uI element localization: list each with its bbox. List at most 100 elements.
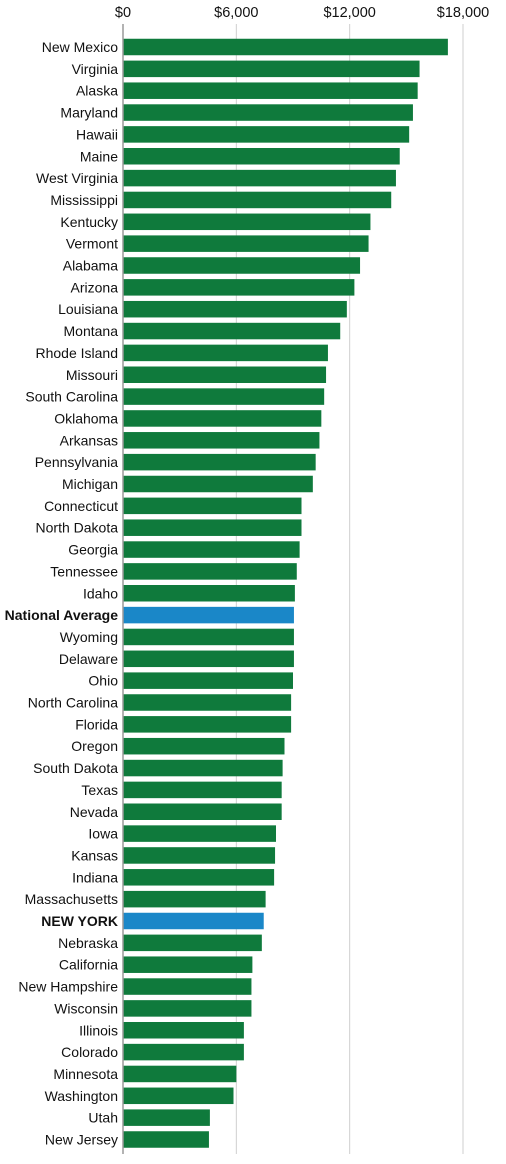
bar: [123, 628, 294, 646]
bar: [123, 1022, 244, 1039]
bar: [123, 869, 275, 886]
bar: [123, 803, 282, 820]
category-label: Wisconsin: [54, 1000, 118, 1016]
bar: [123, 169, 396, 187]
bar: [123, 497, 302, 515]
category-label: Maine: [80, 148, 118, 164]
category-label: Alabama: [63, 258, 118, 274]
category-label: Mississippi: [50, 192, 118, 208]
bar: [123, 563, 297, 580]
bar: [123, 82, 418, 99]
bar: [123, 737, 285, 755]
category-label: Montana: [64, 323, 119, 339]
x-axis-tick-labels: $0 $6,000 $12,000 $18,000: [115, 5, 489, 21]
bar: [123, 606, 294, 624]
bar: [123, 60, 420, 78]
bar: [123, 300, 347, 318]
bar: [123, 257, 361, 274]
category-label: Maryland: [60, 105, 118, 121]
bar: [123, 410, 322, 427]
bar: [123, 1131, 209, 1148]
bar: [123, 541, 300, 558]
category-label: North Carolina: [28, 695, 118, 711]
bar: [123, 672, 293, 689]
category-label: Iowa: [88, 826, 118, 842]
category-label: Washington: [45, 1088, 118, 1104]
category-label: Idaho: [83, 585, 118, 601]
bar: [123, 1000, 252, 1017]
bar: [123, 475, 313, 493]
category-label: Kansas: [71, 847, 118, 863]
bar: [123, 650, 294, 668]
x-tick-label: $12,000: [323, 5, 375, 21]
category-label: North Dakota: [36, 520, 119, 536]
bar: [123, 934, 262, 952]
x-tick-label: $18,000: [437, 5, 489, 21]
x-tick-label: $6,000: [214, 5, 258, 21]
bar: [123, 759, 283, 777]
category-label: Virginia: [72, 61, 119, 77]
category-label: Massachusetts: [25, 891, 118, 907]
category-label: Louisiana: [58, 301, 118, 317]
category-label: National Average: [5, 607, 119, 623]
bar: [123, 825, 276, 842]
category-label: Alaska: [76, 83, 118, 99]
bar: [123, 716, 292, 733]
bar: [123, 1109, 210, 1126]
category-label: Tennessee: [50, 563, 118, 579]
category-label: South Dakota: [33, 760, 118, 776]
category-label: Michigan: [62, 476, 118, 492]
category-label: Colorado: [61, 1044, 118, 1060]
category-label: Utah: [88, 1110, 118, 1126]
bar: [123, 519, 302, 536]
bar: [123, 912, 264, 930]
category-label: Ohio: [88, 673, 118, 689]
x-tick-label: $0: [115, 5, 131, 21]
category-label: Oregon: [71, 738, 118, 754]
bars: [123, 38, 448, 1148]
category-label: Nebraska: [58, 935, 118, 951]
category-label: Pennsylvania: [35, 454, 118, 470]
category-label: Kentucky: [60, 214, 118, 230]
bar: [123, 1087, 234, 1105]
bar: [123, 585, 295, 602]
category-label: Arizona: [71, 279, 119, 295]
bar: [123, 235, 369, 252]
bar: [123, 366, 327, 383]
bar: [123, 213, 371, 231]
category-label: New Hampshire: [18, 979, 118, 995]
category-label: New Mexico: [42, 39, 118, 55]
category-label: Illinois: [79, 1022, 118, 1038]
bar: [123, 38, 448, 56]
bar: [123, 322, 341, 340]
bar: [123, 279, 355, 296]
category-label: California: [59, 957, 118, 973]
bar: [123, 104, 413, 121]
bar: [123, 148, 400, 165]
category-label: Connecticut: [44, 498, 118, 514]
category-label: New Jersey: [45, 1132, 118, 1148]
category-label: Rhode Island: [35, 345, 118, 361]
category-label: Georgia: [68, 542, 118, 558]
category-label: Texas: [81, 782, 118, 798]
category-label: Oklahoma: [54, 410, 118, 426]
bar: [123, 890, 266, 908]
category-label: Vermont: [66, 236, 118, 252]
category-label: Missouri: [66, 367, 118, 383]
bar: [123, 847, 276, 864]
category-label: Nevada: [70, 804, 118, 820]
category-label: Minnesota: [53, 1066, 118, 1082]
category-label: Hawaii: [76, 126, 118, 142]
bar: [123, 126, 410, 143]
bar: [123, 781, 282, 799]
category-label: South Carolina: [25, 389, 118, 405]
bar: [123, 978, 252, 995]
category-label: NEW YORK: [41, 913, 118, 929]
bar: [123, 694, 292, 711]
category-labels: New Mexico Virginia Alaska Maryland Hawaii Ma…: [5, 39, 119, 1148]
bar: [123, 956, 253, 973]
bar: [123, 191, 392, 209]
bar: [123, 453, 316, 471]
category-label: West Virginia: [36, 170, 118, 186]
